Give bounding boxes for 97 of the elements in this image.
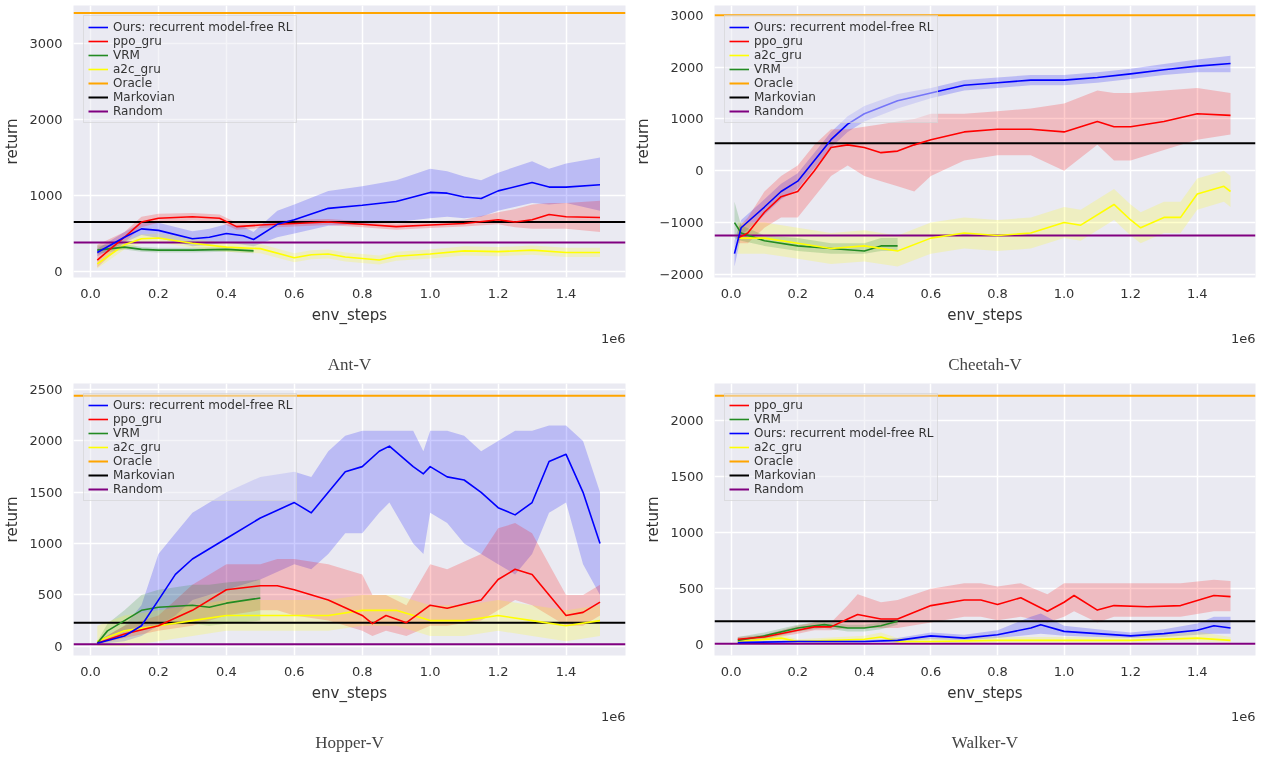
x-tick-label: 0.4 xyxy=(216,663,237,679)
x-tick-label: 1.0 xyxy=(1053,663,1075,679)
x-tick-label: 1.2 xyxy=(487,285,509,301)
legend-label: Markovian xyxy=(113,90,175,104)
y-tick-label: 500 xyxy=(37,587,63,603)
y-tick-label: 2000 xyxy=(670,59,704,75)
x-tick-label: 0.0 xyxy=(720,285,742,301)
legend-label: Markovian xyxy=(113,468,175,482)
x-tick-label: 0.2 xyxy=(787,663,809,679)
legend-label: VRM xyxy=(754,62,781,76)
x-tick-label: 1.0 xyxy=(419,663,441,679)
y-tick-label: 2500 xyxy=(29,382,63,398)
y-tick-label: 2000 xyxy=(29,111,63,127)
y-tick-label: 1000 xyxy=(29,536,63,552)
x-tick-label: 0.8 xyxy=(351,663,373,679)
x-tick-label: 0.2 xyxy=(787,285,809,301)
x-tick-label: 1.4 xyxy=(1186,285,1208,301)
legend-label: ppo_gru xyxy=(113,412,162,426)
y-tick-label: 500 xyxy=(678,581,704,597)
x-tick-label: 0.2 xyxy=(148,663,169,679)
text: Hopper-V xyxy=(315,732,385,752)
text: 1e6 xyxy=(600,708,626,724)
legend-label: VRM xyxy=(113,48,140,62)
x-tick-label: 0.0 xyxy=(720,663,742,679)
y-tick-label: 1000 xyxy=(670,525,704,541)
y-tick-label: 0 xyxy=(695,163,704,179)
y-axis-title: return xyxy=(3,118,22,165)
y-tick-label: −1000 xyxy=(659,215,704,231)
legend-label: a2c_gru xyxy=(754,48,802,62)
y-tick-label: −2000 xyxy=(659,266,704,282)
legend-label: Random xyxy=(113,104,163,118)
text: 1e6 xyxy=(1230,708,1256,724)
legend-label: Oracle xyxy=(754,454,794,468)
y-axis-title: return xyxy=(3,496,22,543)
x-tick-label: 0.2 xyxy=(148,285,169,301)
x-tick-label: 0.6 xyxy=(920,663,942,679)
legend-label: Ours: recurrent model-free RL xyxy=(113,20,293,34)
x-tick-label: 0.6 xyxy=(283,285,305,301)
legend-label: a2c_gru xyxy=(754,440,802,454)
text: Ant-V xyxy=(327,354,372,374)
legend-label: Ours: recurrent model-free RL xyxy=(113,398,293,412)
legend-label: ppo_gru xyxy=(754,34,803,48)
x-axis-title: env_steps xyxy=(947,683,1023,703)
x-tick-label: 1.0 xyxy=(419,285,441,301)
legend-label: Oracle xyxy=(754,76,794,90)
x-axis-title: env_steps xyxy=(311,683,388,703)
legend-label: ppo_gru xyxy=(754,398,803,412)
x-tick-label: 0.4 xyxy=(853,285,875,301)
y-tick-label: 1000 xyxy=(29,187,63,203)
legend-label: Oracle xyxy=(113,76,153,90)
x-tick-label: 0.4 xyxy=(216,285,237,301)
legend-label: ppo_gru xyxy=(113,34,162,48)
text: Walker-V xyxy=(951,732,1019,752)
x-tick-label: 0.8 xyxy=(351,285,373,301)
y-tick-label: 0 xyxy=(695,637,704,653)
x-tick-label: 0.6 xyxy=(920,285,942,301)
legend-label: VRM xyxy=(754,412,781,426)
x-axis-title: env_steps xyxy=(311,305,388,325)
y-tick-label: 2000 xyxy=(29,433,63,449)
x-tick-label: 1.0 xyxy=(1053,285,1075,301)
x-tick-label: 1.2 xyxy=(1120,285,1141,301)
text: 1e6 xyxy=(1230,330,1256,346)
x-tick-label: 1.2 xyxy=(487,663,509,679)
legend-label: VRM xyxy=(113,426,140,440)
x-tick-label: 1.4 xyxy=(555,663,577,679)
legend-label: Ours: recurrent model-free RL xyxy=(754,20,934,34)
x-tick-label: 0.4 xyxy=(853,663,875,679)
legend-label: a2c_gru xyxy=(113,440,161,454)
x-tick-label: 0.0 xyxy=(80,285,101,301)
y-tick-label: 1500 xyxy=(29,484,63,500)
x-tick-label: 0.6 xyxy=(283,663,305,679)
y-tick-label: 1000 xyxy=(670,111,704,127)
legend-label: Oracle xyxy=(113,454,153,468)
y-tick-label: 0 xyxy=(54,638,63,654)
y-tick-label: 0 xyxy=(54,263,63,279)
legend-label: Random xyxy=(754,482,804,496)
y-tick-label: 3000 xyxy=(670,7,704,23)
y-tick-label: 2000 xyxy=(670,413,704,429)
legend-label: Markovian xyxy=(754,90,816,104)
x-tick-label: 1.4 xyxy=(555,285,577,301)
x-axis-title: env_steps xyxy=(947,305,1023,325)
x-tick-label: 0.8 xyxy=(987,285,1008,301)
y-tick-label: 3000 xyxy=(29,35,63,51)
text: 1e6 xyxy=(600,330,626,346)
x-tick-label: 1.2 xyxy=(1120,663,1141,679)
text: Cheetah-V xyxy=(948,354,1023,374)
x-tick-label: 1.4 xyxy=(1186,663,1208,679)
y-axis-title: return xyxy=(633,118,652,165)
x-tick-label: 0.8 xyxy=(987,663,1008,679)
legend-label: Ours: recurrent model-free RL xyxy=(754,426,934,440)
y-axis-title: return xyxy=(644,496,663,543)
legend-label: a2c_gru xyxy=(113,62,161,76)
x-tick-label: 0.0 xyxy=(80,663,101,679)
legend-label: Random xyxy=(754,104,804,118)
legend-label: Random xyxy=(113,482,163,496)
legend-label: Markovian xyxy=(754,468,816,482)
y-tick-label: 1500 xyxy=(670,469,704,485)
